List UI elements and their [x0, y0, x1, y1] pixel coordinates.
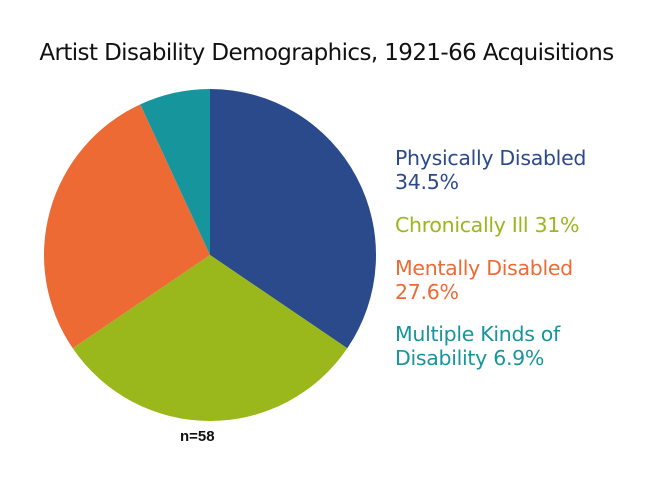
pie-slice-multiple-kinds-of-disability: [140, 89, 210, 255]
pie-slice-chronically-ill: [72, 255, 348, 421]
legend-label: Physically Disabled: [395, 146, 587, 170]
legend-chronically-ill: Chronically Ill 31%: [395, 213, 580, 237]
legend-label: Multiple Kinds of: [395, 322, 560, 346]
chart-title: Artist Disability Demographics, 1921-66 …: [39, 40, 614, 66]
legend-label: Chronically Ill 31%: [395, 213, 580, 237]
legend-mentally-disabled: Mentally Disabled 27.6%: [395, 256, 573, 304]
legend-multiple-kinds: Multiple Kinds of Disability 6.9%: [395, 322, 560, 370]
legend-label: Mentally Disabled: [395, 256, 573, 280]
legend-value: 34.5%: [395, 170, 459, 194]
pie-slice-physically-disabled: [210, 89, 376, 349]
legend-value: Disability 6.9%: [395, 346, 545, 370]
legend-physically-disabled: Physically Disabled 34.5%: [395, 146, 586, 194]
sample-size-annotation: n=58: [180, 428, 215, 445]
legend-value: 27.6%: [395, 280, 459, 304]
pie-slice-mentally-disabled: [43, 104, 211, 349]
